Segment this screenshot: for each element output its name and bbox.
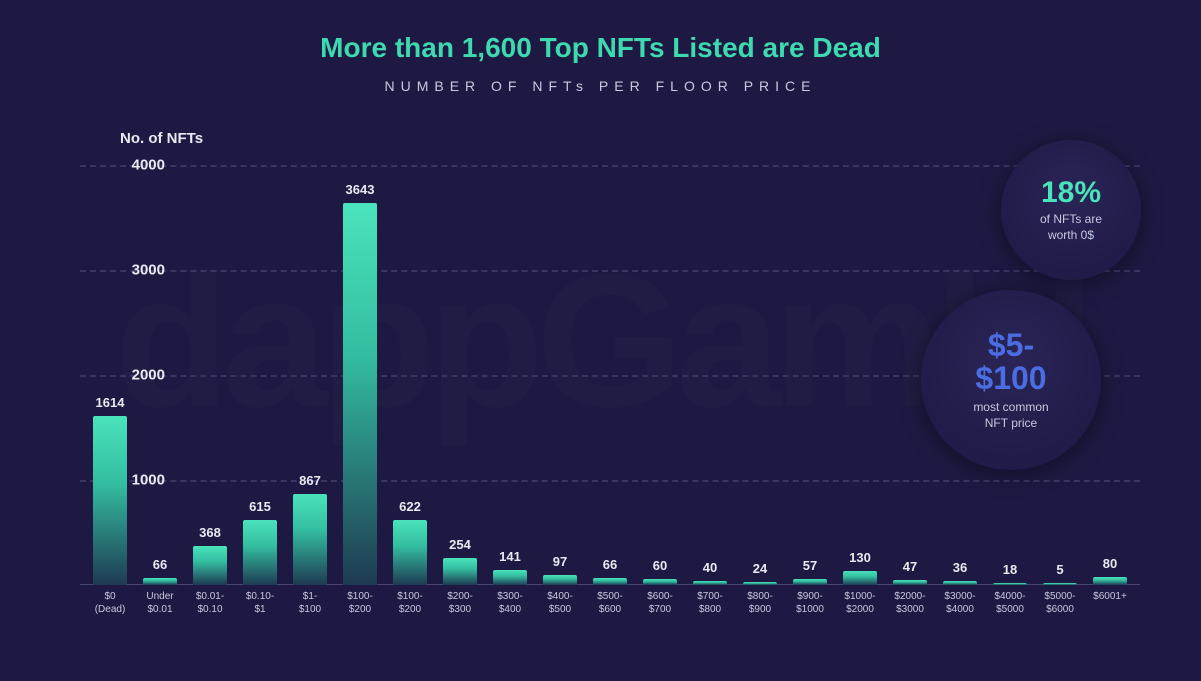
x-labels-group: $0 (Dead)Under $0.01$0.01- $0.10$0.10- $… (80, 590, 1140, 616)
x-tick-label: $300- $400 (486, 590, 534, 616)
bar-column: 57 (786, 558, 834, 585)
bar-value-label: 36 (953, 560, 967, 575)
bar-value-label: 66 (153, 557, 167, 572)
bar-column: 622 (386, 499, 434, 585)
bar-column: 141 (486, 549, 534, 585)
bar-value-label: 141 (499, 549, 521, 564)
x-tick-label: $200- $300 (436, 590, 484, 616)
bar-column: 368 (186, 525, 234, 585)
x-tick-label: Under $0.01 (136, 590, 184, 616)
callout-big-text: $5- $100 (975, 329, 1046, 396)
bar (1043, 583, 1078, 585)
bar-value-label: 24 (753, 561, 767, 576)
x-tick-label: $500- $600 (586, 590, 634, 616)
chart-title: More than 1,600 Top NFTs Listed are Dead (0, 0, 1201, 64)
bar-column: 18 (986, 562, 1034, 585)
bar (293, 494, 328, 585)
x-tick-label: $3000- $4000 (936, 590, 984, 616)
bar-column: 36 (936, 560, 984, 585)
bar-value-label: 622 (399, 499, 421, 514)
callout-small-text: of NFTs are worth 0$ (1040, 212, 1102, 243)
bar-value-label: 57 (803, 558, 817, 573)
bar-column: 47 (886, 559, 934, 585)
x-tick-label: $5000- $6000 (1036, 590, 1084, 616)
callout-price-range: $5- $100 most common NFT price (921, 290, 1101, 470)
bar (593, 578, 628, 585)
bar-value-label: 368 (199, 525, 221, 540)
bar-value-label: 5 (1056, 562, 1063, 577)
bar (443, 558, 478, 585)
chart-subtitle: NUMBER OF NFTs PER FLOOR PRICE (0, 78, 1201, 94)
x-tick-label: $1- $100 (286, 590, 334, 616)
bar (543, 575, 578, 585)
x-tick-label: $0 (Dead) (86, 590, 134, 616)
bar-column: 60 (636, 558, 684, 585)
bar (1093, 577, 1128, 585)
x-tick-label: $700- $800 (686, 590, 734, 616)
x-tick-label: $900- $1000 (786, 590, 834, 616)
bar-value-label: 130 (849, 550, 871, 565)
bar-value-label: 47 (903, 559, 917, 574)
bar (893, 580, 928, 585)
bar-column: 867 (286, 473, 334, 585)
bar-column: 3643 (336, 182, 384, 586)
y-axis-title: No. of NFTs (120, 130, 203, 147)
bar-column: 130 (836, 550, 884, 585)
bar-value-label: 40 (703, 560, 717, 575)
bar (643, 579, 678, 585)
callout-18-percent: 18% of NFTs are worth 0$ (1001, 140, 1141, 280)
bar (193, 546, 228, 585)
bar-column: 97 (536, 554, 584, 585)
bar (843, 571, 878, 585)
bar (243, 520, 278, 585)
bar-value-label: 867 (299, 473, 321, 488)
bar-column: 1614 (86, 395, 134, 585)
bar-column: 66 (586, 557, 634, 585)
bar (993, 583, 1028, 585)
bar (143, 578, 178, 585)
x-tick-label: $0.10- $1 (236, 590, 284, 616)
x-tick-label: $100- $200 (386, 590, 434, 616)
bar-value-label: 1614 (96, 395, 125, 410)
bar-value-label: 60 (653, 558, 667, 573)
x-tick-label: $800- $900 (736, 590, 784, 616)
callout-big-text: 18% (1041, 177, 1101, 209)
bar (493, 570, 528, 585)
bar (943, 581, 978, 585)
bar (93, 416, 128, 585)
x-tick-label: $4000- $5000 (986, 590, 1034, 616)
bar-value-label: 66 (603, 557, 617, 572)
bar (793, 579, 828, 585)
x-tick-label: $600- $700 (636, 590, 684, 616)
bar (393, 520, 428, 585)
bar-column: 66 (136, 557, 184, 585)
bar-value-label: 80 (1103, 556, 1117, 571)
x-tick-label: $1000- $2000 (836, 590, 884, 616)
bar-column: 24 (736, 561, 784, 585)
bar-value-label: 3643 (346, 182, 375, 197)
bar-value-label: 615 (249, 499, 271, 514)
bar (743, 582, 778, 585)
bar-column: 40 (686, 560, 734, 585)
bar (343, 203, 378, 586)
bar-column: 80 (1086, 556, 1134, 585)
callout-small-text: most common NFT price (973, 400, 1048, 431)
x-tick-label: $6001+ (1086, 590, 1134, 616)
x-tick-label: $100- $200 (336, 590, 384, 616)
x-tick-label: $0.01- $0.10 (186, 590, 234, 616)
bar-value-label: 18 (1003, 562, 1017, 577)
bar-value-label: 254 (449, 537, 471, 552)
x-tick-label: $400- $500 (536, 590, 584, 616)
bar-column: 5 (1036, 562, 1084, 585)
bar-column: 254 (436, 537, 484, 585)
bar-value-label: 97 (553, 554, 567, 569)
bar (693, 581, 728, 585)
bar-column: 615 (236, 499, 284, 585)
x-tick-label: $2000- $3000 (886, 590, 934, 616)
